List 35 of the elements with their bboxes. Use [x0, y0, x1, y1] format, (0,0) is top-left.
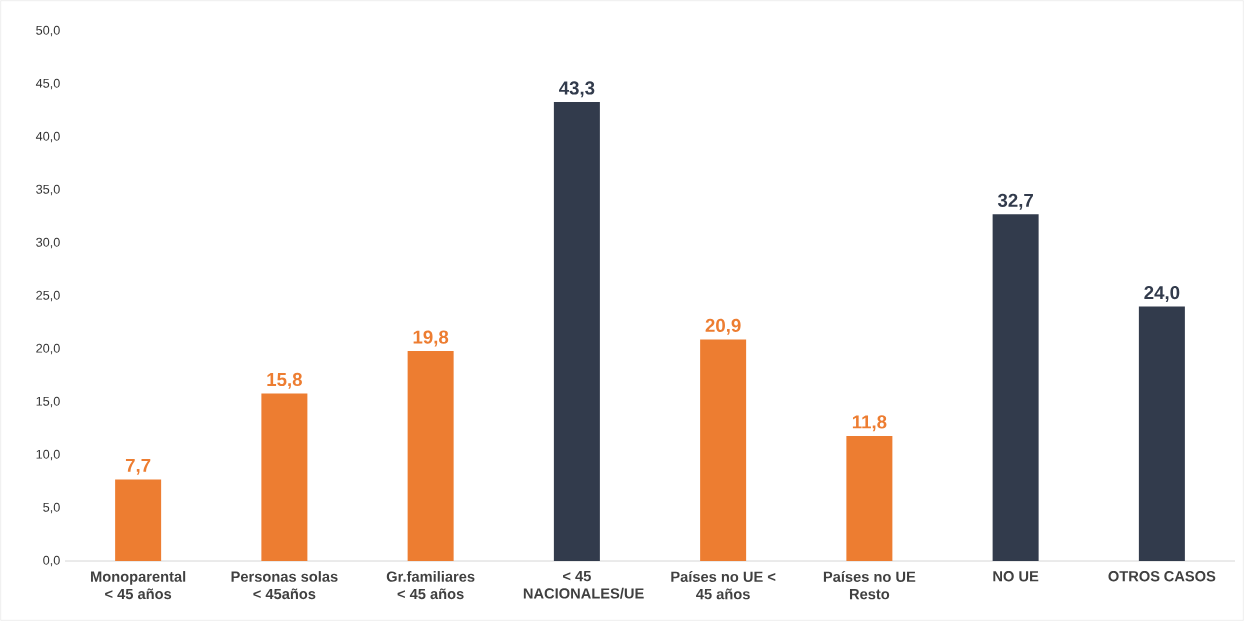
x-tick-label: OTROS CASOS: [1108, 571, 1216, 582]
y-tick-label: 20,0: [36, 343, 60, 355]
y-tick-label: 0,0: [43, 555, 60, 567]
x-tick-label: < 45 NACIONALES/UE: [523, 571, 644, 599]
bar: [407, 351, 454, 561]
data-label: 24,0: [1144, 285, 1180, 302]
x-tick-label: Personas solas < 45años: [231, 571, 338, 600]
y-tick-label: 5,0: [43, 502, 60, 514]
y-tick-label: 30,0: [36, 237, 60, 249]
data-label: 43,3: [559, 81, 595, 98]
x-tick-label: Países no UE < 45 años: [671, 571, 776, 600]
bar: [992, 214, 1039, 561]
bar: [1138, 306, 1185, 561]
bar: [115, 479, 162, 561]
bar: [261, 393, 308, 561]
x-tick-label: Países no UE Resto: [823, 571, 916, 600]
y-tick-label: 10,0: [36, 449, 60, 461]
data-label: 15,8: [267, 372, 302, 389]
data-label: 19,8: [413, 330, 449, 347]
y-tick-label: 35,0: [36, 184, 60, 196]
x-tick-label: Gr.familiares < 45 años: [386, 571, 475, 600]
bar: [846, 435, 893, 561]
x-tick-label: Monoparental < 45 años: [91, 571, 186, 600]
bar: [700, 339, 747, 561]
y-tick-label: 50,0: [36, 25, 60, 37]
data-label: 7,7: [125, 458, 151, 475]
bar: [553, 102, 600, 561]
data-label: 32,7: [997, 193, 1033, 210]
y-tick-label: 25,0: [36, 290, 60, 302]
x-tick-label: NO UE: [993, 571, 1039, 582]
y-tick-label: 45,0: [35, 78, 60, 90]
y-tick-label: 40,0: [35, 131, 60, 143]
data-label: 20,9: [705, 318, 741, 335]
data-label: 11,8: [852, 415, 887, 432]
y-tick-label: 15,0: [36, 396, 60, 408]
